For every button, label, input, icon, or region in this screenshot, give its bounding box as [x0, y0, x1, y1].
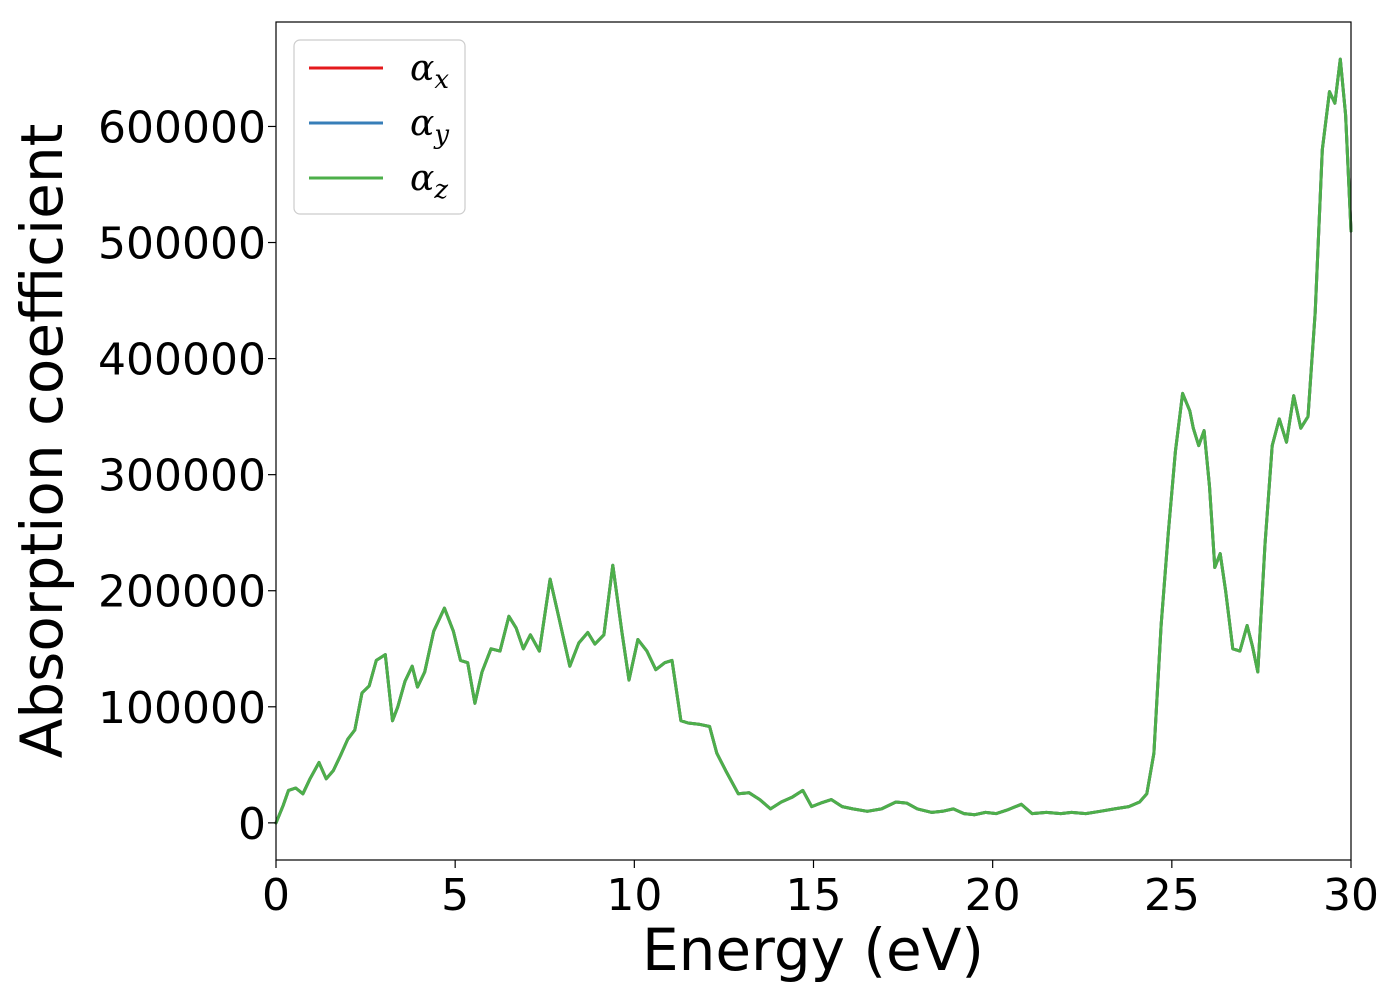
x-tick-label: 10	[606, 870, 662, 921]
y-tick-label: 300000	[98, 451, 266, 502]
x-tick-label: 20	[965, 870, 1021, 921]
y-axis-title: Absorption coefficient	[8, 124, 76, 759]
x-tick-label: 30	[1323, 870, 1379, 921]
series-layer	[274, 57, 1353, 825]
y-tick-label: 600000	[98, 102, 266, 153]
y-tick-label: 200000	[98, 567, 266, 618]
y-tick-label: 500000	[98, 219, 266, 270]
x-tick-label: 0	[262, 870, 290, 921]
legend-label-x: αx	[410, 48, 449, 95]
series-line-3	[274, 57, 1353, 825]
legend: αx αy αz	[293, 39, 466, 215]
x-tick-label: 5	[441, 870, 469, 921]
legend-box	[293, 39, 466, 215]
y-tick-label: 0	[238, 799, 266, 850]
x-tick-label: 15	[786, 870, 842, 921]
y-tick-label: 100000	[98, 683, 266, 734]
y-axis: 0 100000 200000 300000 400000 500000 600000	[98, 102, 276, 850]
x-tick-label: 25	[1144, 870, 1200, 921]
y-tick-label: 400000	[98, 335, 266, 386]
x-axis-title: Energy (eV)	[642, 916, 984, 984]
x-axis: 0 5 10 15 20 25 30	[262, 860, 1379, 921]
legend-label-y: αy	[410, 103, 449, 150]
legend-label-z: αz	[410, 158, 448, 205]
